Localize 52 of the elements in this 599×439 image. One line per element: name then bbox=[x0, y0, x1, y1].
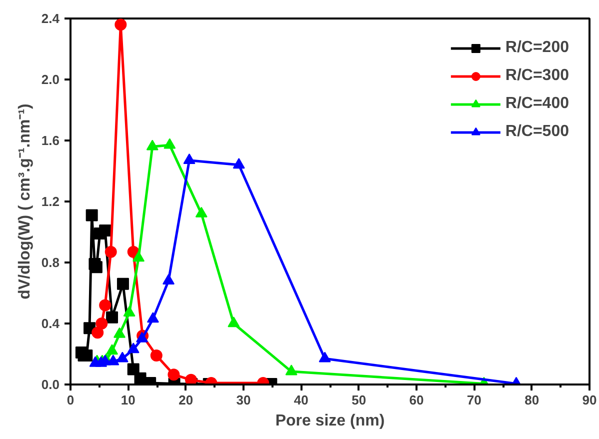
point bbox=[285, 364, 298, 376]
point bbox=[132, 251, 145, 262]
point bbox=[185, 374, 198, 384]
x-tick-label: 10 bbox=[120, 392, 136, 408]
point bbox=[232, 158, 245, 169]
y-tick-label: 0.4 bbox=[41, 316, 60, 331]
y-axis-title: dV/dlog(W) ( cm³.g⁻¹.nm⁻¹) bbox=[16, 104, 34, 300]
legend-label: R/C=500 bbox=[505, 123, 569, 141]
point bbox=[164, 138, 176, 149]
point bbox=[90, 261, 102, 274]
point bbox=[99, 299, 112, 312]
y-tick-label: 2.0 bbox=[41, 72, 60, 87]
x-tick-label: 30 bbox=[236, 392, 251, 408]
x-tick-label: 50 bbox=[352, 392, 366, 408]
point bbox=[96, 318, 108, 330]
point bbox=[107, 354, 120, 366]
point bbox=[146, 140, 158, 150]
x-tick-label: 0 bbox=[66, 392, 74, 408]
x-tick-label: 40 bbox=[294, 392, 308, 408]
point bbox=[116, 278, 129, 290]
point bbox=[106, 311, 118, 324]
x-tick-label: 60 bbox=[409, 392, 424, 408]
point bbox=[104, 246, 117, 258]
point bbox=[195, 206, 208, 218]
point bbox=[127, 342, 140, 354]
point bbox=[123, 306, 136, 316]
x-tick-label: 20 bbox=[178, 392, 194, 408]
y-tick-label: 0.8 bbox=[41, 255, 60, 270]
point bbox=[146, 312, 159, 323]
x-axis-title: Pore size (nm) bbox=[275, 412, 385, 430]
x-tick-label: 90 bbox=[582, 392, 597, 408]
point bbox=[116, 352, 128, 362]
legend-label: R/C=300 bbox=[505, 67, 569, 85]
point bbox=[99, 224, 112, 236]
point bbox=[127, 363, 140, 376]
y-tick-label: 1.6 bbox=[41, 133, 60, 148]
legend-label: R/C=200 bbox=[505, 39, 569, 57]
point bbox=[106, 344, 118, 355]
x-tick-label: 80 bbox=[524, 392, 540, 408]
legend-label: R/C=400 bbox=[505, 95, 569, 113]
point bbox=[114, 327, 126, 338]
point bbox=[228, 316, 240, 328]
point bbox=[162, 274, 175, 284]
y-tick-label: 0.0 bbox=[41, 377, 60, 392]
y-tick-label: 1.2 bbox=[41, 194, 60, 209]
point bbox=[183, 153, 196, 164]
point bbox=[318, 352, 331, 362]
y-tick-label: 2.4 bbox=[41, 11, 60, 26]
point bbox=[92, 326, 104, 339]
point bbox=[114, 18, 127, 31]
x-tick-label: 70 bbox=[466, 392, 482, 408]
point bbox=[86, 209, 98, 222]
